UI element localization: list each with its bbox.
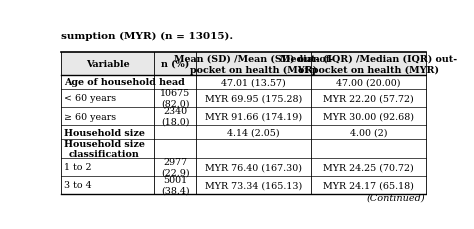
Text: 4.14 (2.05): 4.14 (2.05) [227, 128, 280, 137]
Text: (Continued): (Continued) [366, 193, 425, 202]
Text: Household size
classification: Household size classification [64, 139, 145, 158]
Text: 2977
(22.9): 2977 (22.9) [161, 157, 190, 177]
Text: 1 to 2: 1 to 2 [64, 162, 91, 171]
Text: sumption (MYR) (n = 13015).: sumption (MYR) (n = 13015). [61, 32, 233, 41]
Text: Variable: Variable [86, 60, 129, 69]
Text: MYR 24.25 (70.72): MYR 24.25 (70.72) [323, 162, 414, 171]
Text: MYR 30.00 (92.68): MYR 30.00 (92.68) [323, 112, 414, 121]
Text: Mean (SD) /Mean (SD) out-of-
pocket on health (MYR): Mean (SD) /Mean (SD) out-of- pocket on h… [174, 54, 333, 74]
Text: 5001
(38.4): 5001 (38.4) [161, 175, 190, 195]
Text: n (%): n (%) [161, 60, 189, 69]
Text: MYR 91.66 (174.19): MYR 91.66 (174.19) [205, 112, 302, 121]
Text: 4.00 (2): 4.00 (2) [350, 128, 387, 137]
Text: ≥ 60 years: ≥ 60 years [64, 112, 116, 121]
Text: 2340
(18.0): 2340 (18.0) [161, 107, 189, 126]
Text: 10675
(82.0): 10675 (82.0) [160, 89, 190, 108]
Text: 47.00 (20.00): 47.00 (20.00) [336, 78, 401, 87]
Text: Age of household head: Age of household head [64, 78, 185, 87]
Text: < 60 years: < 60 years [64, 94, 116, 103]
Text: MYR 22.20 (57.72): MYR 22.20 (57.72) [323, 94, 414, 103]
Text: Median (IQR) /Median (IQR) out-
of-pocket on health (MYR): Median (IQR) /Median (IQR) out- of-pocke… [280, 54, 457, 74]
Text: MYR 76.40 (167.30): MYR 76.40 (167.30) [205, 162, 302, 171]
Text: MYR 73.34 (165.13): MYR 73.34 (165.13) [205, 180, 302, 190]
Text: 3 to 4: 3 to 4 [64, 180, 91, 190]
Text: MYR 24.17 (65.18): MYR 24.17 (65.18) [323, 180, 414, 190]
Text: Household size: Household size [64, 128, 145, 137]
Text: MYR 69.95 (175.28): MYR 69.95 (175.28) [205, 94, 302, 103]
Bar [61, 53, 426, 75]
Text: 47.01 (13.57): 47.01 (13.57) [221, 78, 286, 87]
